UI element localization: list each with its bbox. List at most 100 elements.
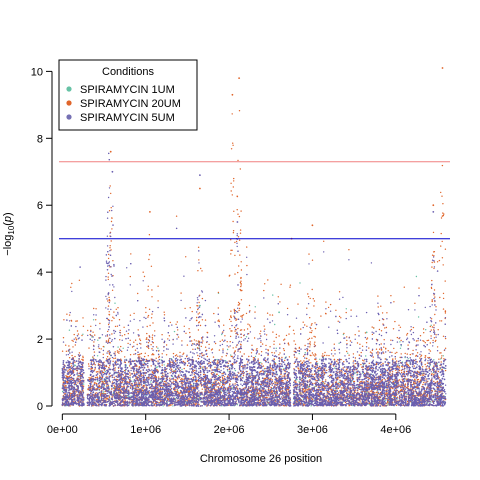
data-point — [138, 382, 140, 384]
data-point — [349, 404, 351, 407]
data-point — [157, 366, 159, 368]
data-point — [74, 344, 77, 346]
data-point — [75, 339, 78, 341]
data-point — [98, 388, 101, 391]
data-point — [71, 282, 73, 285]
data-point — [399, 341, 401, 343]
data-point — [333, 358, 336, 361]
data-point — [398, 367, 401, 369]
data-point — [140, 374, 143, 376]
data-point — [352, 353, 355, 355]
data-point — [424, 356, 426, 359]
data-point — [413, 378, 416, 380]
data-point — [94, 364, 96, 366]
data-point — [441, 164, 444, 167]
data-point — [286, 307, 289, 310]
peak-point — [278, 311, 280, 314]
data-point — [112, 316, 114, 318]
data-point — [400, 385, 402, 388]
data-point — [161, 334, 163, 336]
data-point — [382, 318, 385, 321]
data-point — [259, 333, 261, 335]
data-point — [288, 356, 291, 358]
data-point — [150, 317, 153, 319]
data-point — [100, 348, 102, 350]
data-point — [263, 289, 265, 292]
data-point — [438, 259, 441, 262]
data-point — [441, 195, 443, 197]
data-point — [320, 390, 322, 392]
data-point — [108, 366, 110, 369]
data-point — [341, 387, 343, 389]
data-point — [167, 398, 169, 400]
data-point — [177, 329, 179, 331]
data-point — [411, 384, 414, 386]
data-point — [313, 300, 316, 302]
data-point — [111, 320, 113, 322]
data-point — [377, 383, 380, 385]
data-point — [431, 326, 434, 328]
data-point — [390, 339, 392, 341]
data-point — [308, 370, 310, 372]
data-point — [202, 366, 204, 368]
data-point — [435, 306, 437, 308]
data-point — [228, 346, 230, 348]
data-point — [345, 311, 347, 314]
data-point — [237, 304, 239, 306]
data-point — [145, 307, 147, 309]
data-point — [283, 349, 285, 352]
data-point — [312, 390, 315, 392]
data-point — [279, 301, 281, 303]
data-point — [361, 366, 363, 368]
data-point — [155, 346, 158, 348]
data-point — [127, 332, 129, 335]
data-point — [426, 339, 428, 342]
data-point — [92, 331, 94, 333]
data-point — [114, 364, 116, 366]
data-point — [233, 210, 235, 212]
data-point — [139, 339, 142, 342]
data-point — [129, 339, 131, 341]
data-point — [238, 265, 240, 267]
data-point — [142, 271, 144, 273]
data-point — [348, 391, 350, 393]
data-point — [381, 312, 384, 314]
data-point — [114, 369, 116, 371]
data-point — [68, 329, 71, 331]
data-point — [440, 358, 442, 360]
data-point — [234, 241, 236, 244]
data-point — [442, 264, 444, 266]
data-point — [402, 386, 404, 388]
data-point — [197, 246, 200, 248]
data-point — [361, 345, 364, 347]
data-point — [68, 357, 71, 359]
data-point — [178, 374, 180, 376]
data-point — [440, 245, 442, 247]
data-point — [150, 365, 152, 367]
data-point — [87, 363, 90, 365]
data-point — [65, 350, 68, 352]
data-point — [334, 349, 336, 351]
data-point — [406, 393, 408, 395]
data-point — [237, 213, 239, 215]
data-point — [196, 305, 198, 307]
data-point — [108, 296, 110, 299]
data-point — [310, 362, 312, 364]
data-point — [310, 331, 313, 334]
data-point — [115, 308, 118, 310]
data-point — [392, 328, 395, 330]
data-point — [415, 275, 418, 278]
data-point — [345, 308, 347, 310]
data-point — [313, 305, 315, 307]
data-point — [444, 337, 447, 340]
data-point — [233, 180, 235, 182]
data-point — [119, 329, 121, 332]
data-point — [108, 311, 110, 313]
data-point — [196, 347, 199, 349]
data-point — [110, 207, 112, 209]
data-point — [415, 340, 418, 342]
data-point — [335, 309, 337, 311]
data-point — [348, 354, 350, 356]
data-point — [107, 330, 109, 333]
